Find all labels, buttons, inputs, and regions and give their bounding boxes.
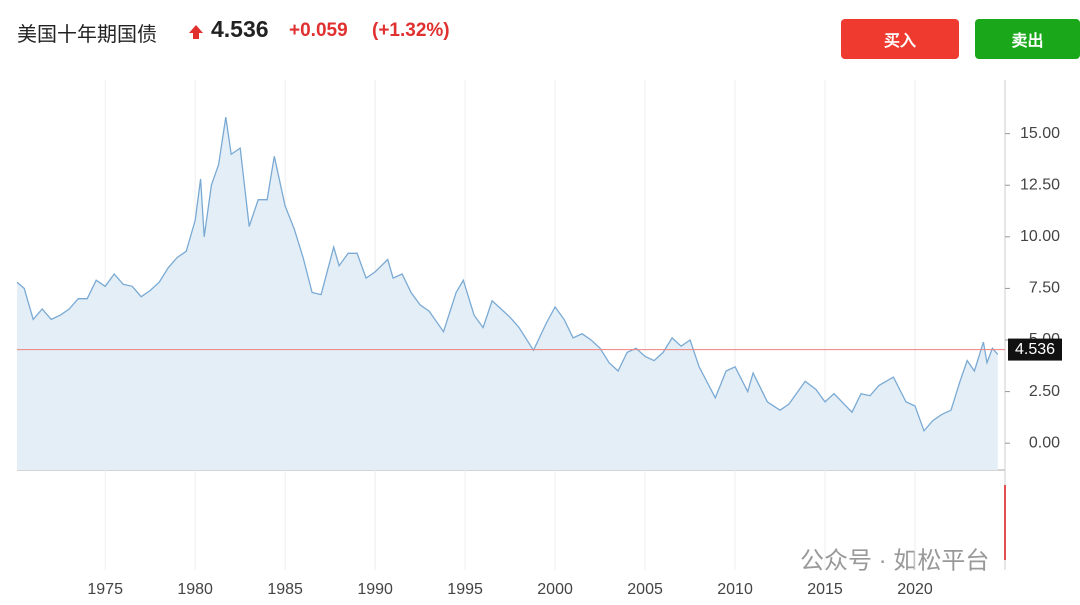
x-tick-label: 1995 [447, 581, 483, 598]
header: 美国十年期国债 4.536 +0.059 (+1.32%) 买入 卖出 [0, 0, 1080, 70]
change: +0.059 [289, 20, 348, 41]
change-percent: (+1.32%) [372, 20, 450, 41]
price: 4.536 [211, 16, 269, 42]
last-value-label: 4.536 [1015, 341, 1055, 358]
price-line [16, 117, 999, 433]
x-tick-label: 2015 [807, 581, 843, 598]
y-tick-label: 12.50 [1020, 176, 1060, 193]
x-tick-label: 2005 [627, 581, 663, 598]
x-tick-label: 1990 [357, 581, 393, 598]
area [17, 117, 998, 470]
x-tick-label: 2020 [897, 581, 933, 598]
title: 美国十年期国债 [17, 24, 157, 46]
last-value-box [1008, 338, 1062, 361]
footer-watermark: 公众号 · 如松平台 [800, 547, 989, 574]
y-tick-label: 0.00 [1029, 434, 1060, 451]
y-tick-label: 15.00 [1020, 125, 1060, 142]
sell-button[interactable]: 卖出 [975, 19, 1080, 59]
watermark-cn: 英为财情 [40, 394, 144, 424]
y-tick-label: 7.50 [1029, 280, 1060, 297]
watermark-en: Investing.com [40, 425, 141, 442]
widget-button[interactable] [945, 414, 992, 453]
buy-button[interactable]: 买入 [841, 19, 959, 59]
x-tick-label: 1985 [267, 581, 303, 598]
x-tick-label: 2000 [537, 581, 573, 598]
up-arrow [189, 25, 203, 39]
y-tick-label: 5.00 [1029, 331, 1060, 348]
x-tick-label: 1975 [87, 581, 123, 598]
y-tick-label: 2.50 [1029, 383, 1060, 400]
x-tick-label: 1980 [177, 581, 213, 598]
x-tick-label: 2010 [717, 581, 753, 598]
y-tick-label: 10.00 [1020, 228, 1060, 245]
